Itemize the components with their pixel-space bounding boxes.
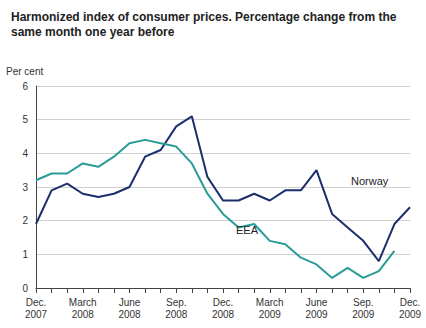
svg-text:4: 4 [22,148,28,159]
svg-text:Sep.: Sep. [166,297,187,308]
svg-text:0: 0 [22,283,28,294]
svg-text:2008: 2008 [72,309,95,320]
svg-text:2008: 2008 [118,309,141,320]
svg-text:Harmonized index of consumer p: Harmonized index of consumer prices. Per… [11,10,400,24]
svg-text:5: 5 [22,114,28,125]
svg-text:2: 2 [22,215,28,226]
svg-text:Norway: Norway [351,175,389,187]
svg-text:Dec.: Dec. [213,297,234,308]
svg-text:same month one year before: same month one year before [11,25,175,39]
svg-text:2008: 2008 [165,309,188,320]
svg-text:March: March [69,297,97,308]
svg-text:June: June [119,297,141,308]
svg-text:Per cent: Per cent [6,66,43,77]
svg-text:Sep.: Sep. [353,297,374,308]
svg-text:Dec.: Dec. [26,297,47,308]
svg-text:March: March [256,297,284,308]
svg-text:6: 6 [22,81,28,92]
svg-text:2009: 2009 [399,309,422,320]
svg-text:2008: 2008 [212,309,235,320]
svg-text:2009: 2009 [259,309,282,320]
svg-text:2007: 2007 [25,309,48,320]
svg-text:Dec.: Dec. [400,297,421,308]
svg-text:June: June [306,297,328,308]
svg-text:2009: 2009 [305,309,328,320]
svg-text:EEA: EEA [236,224,259,236]
svg-text:1: 1 [22,249,28,260]
svg-text:2009: 2009 [352,309,375,320]
svg-text:3: 3 [22,182,28,193]
